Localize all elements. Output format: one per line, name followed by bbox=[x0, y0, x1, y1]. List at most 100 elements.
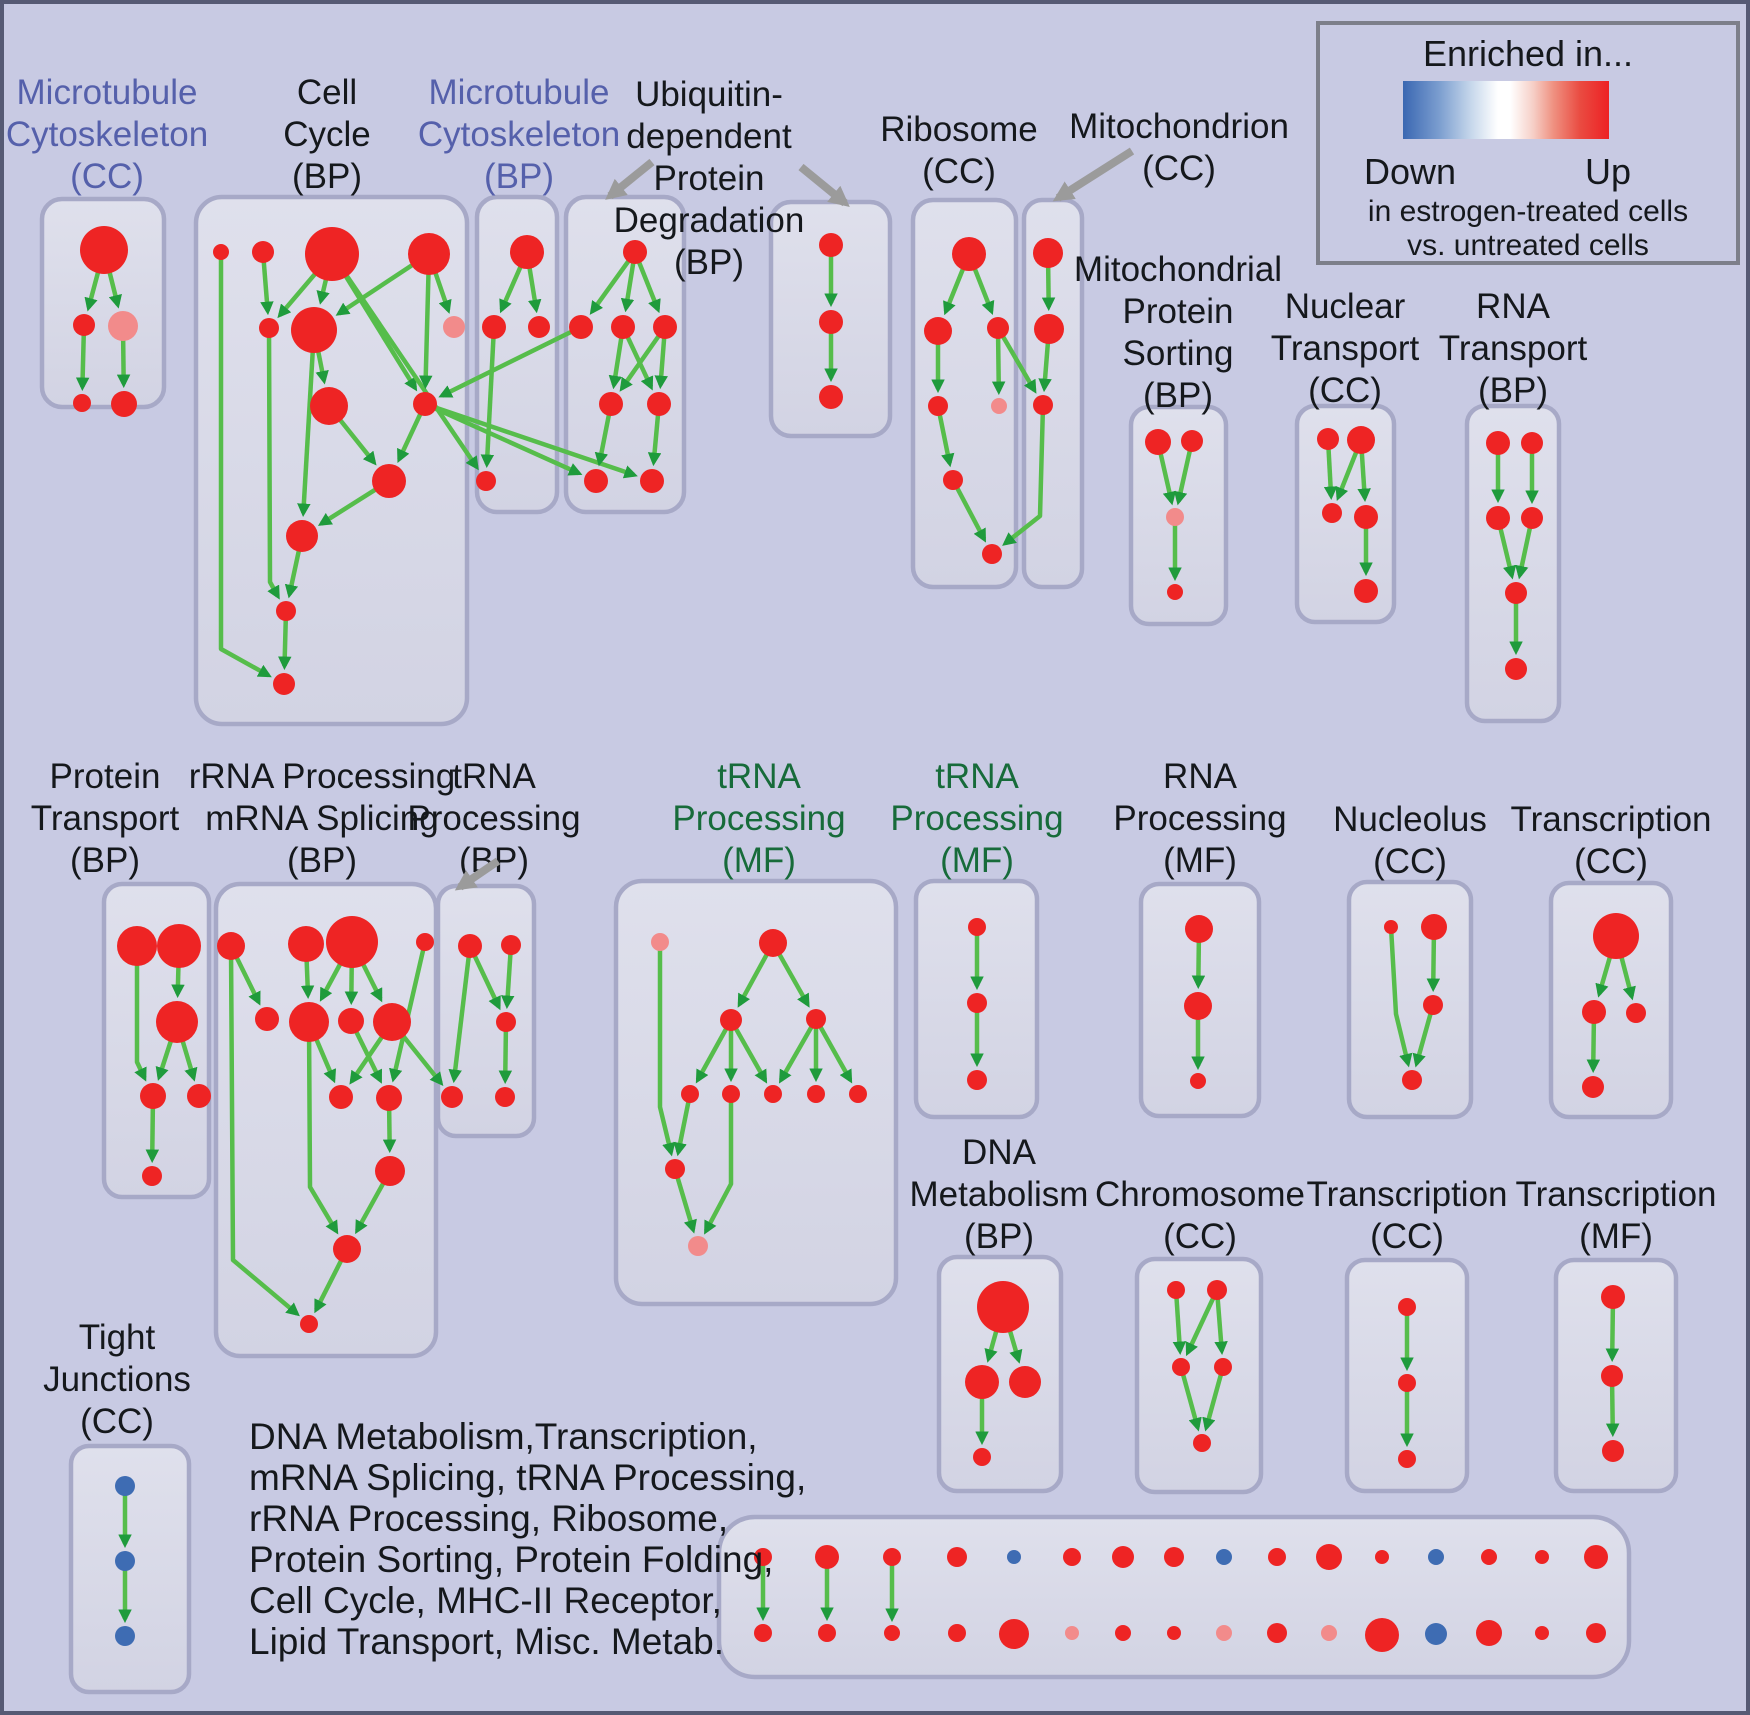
label-rna-transport-bp: RNA Transport (BP) bbox=[1439, 287, 1588, 410]
node-x2-red bbox=[759, 929, 787, 957]
network-diagram: Microtubule Cytoskeleton (CC) Cell Cycle (BP)… bbox=[6, 73, 1717, 1695]
callout-arrow-2 bbox=[798, 163, 850, 207]
chromosome-cc-box bbox=[1134, 1256, 1264, 1495]
edge-u4-u5 bbox=[619, 325, 667, 392]
rna-transport-bp-box bbox=[1464, 403, 1562, 724]
node-k5b-red bbox=[999, 1619, 1029, 1649]
node-tb1-red bbox=[458, 934, 482, 958]
node-q6-red bbox=[1505, 658, 1527, 680]
label-dna-metabolism-bp: DNA Metabolism (BP) bbox=[910, 1133, 1089, 1256]
node-k4t-red bbox=[947, 1547, 967, 1567]
node-mb4-red bbox=[476, 471, 496, 491]
node-k7b-red bbox=[1115, 1625, 1131, 1641]
label-microtubule-cytoskeleton-bp: Microtubule Cytoskeleton (BP) bbox=[418, 73, 620, 196]
node-t3-red bbox=[1322, 503, 1342, 523]
node-k11t-red bbox=[1316, 1544, 1342, 1570]
node-m2-red bbox=[1034, 314, 1064, 344]
node-dm2-red bbox=[965, 1365, 999, 1399]
node-n3-pink bbox=[108, 311, 138, 341]
node-c7-pink bbox=[443, 316, 465, 338]
label-nuclear-transport-cc: Nuclear Transport (CC) bbox=[1271, 287, 1420, 410]
label-ubiquitin-degradation-bp: Ubiquitin-dependent Protein Degradation (BP… bbox=[614, 75, 805, 282]
node-tf2-red bbox=[1601, 1365, 1623, 1387]
node-x5-red bbox=[681, 1085, 699, 1103]
node-b5c-red bbox=[819, 385, 843, 409]
node-n5-red bbox=[111, 391, 137, 417]
edge-x4-x9 bbox=[814, 1017, 853, 1084]
misc-groups-box bbox=[716, 1514, 1632, 1680]
label-chromosome-cc: Chromosome (CC) bbox=[1095, 1175, 1305, 1256]
node-c5-red bbox=[259, 318, 279, 338]
edge-v1-v4 bbox=[134, 946, 147, 1082]
node-c12-red bbox=[276, 601, 296, 621]
caption-line: Lipid Transport, Misc. Metab. bbox=[249, 1621, 725, 1662]
node-r5-pink bbox=[991, 398, 1007, 414]
node-k13t-blue bbox=[1428, 1549, 1444, 1565]
node-w11-red bbox=[375, 1156, 405, 1186]
node-w10-red bbox=[376, 1085, 402, 1111]
label-cell-cycle-bp: Cell Cycle (BP) bbox=[283, 73, 371, 196]
node-r4-red bbox=[928, 396, 948, 416]
node-x1-pink bbox=[651, 933, 669, 951]
node-k2b-red bbox=[818, 1624, 836, 1642]
nucleolus-cc-box bbox=[1346, 879, 1474, 1120]
node-c11-red bbox=[286, 520, 318, 552]
node-v2-red bbox=[157, 924, 201, 968]
node-m3-red bbox=[1033, 395, 1053, 415]
edge-x3-x5 bbox=[695, 1018, 733, 1084]
misc-groups-caption: DNA Metabolism,Transcription, mRNA Splic… bbox=[249, 1416, 806, 1662]
edge-x3-x7 bbox=[729, 1018, 768, 1084]
node-z3-red bbox=[1190, 1073, 1206, 1089]
node-r6-red bbox=[943, 470, 963, 490]
node-u6-red bbox=[647, 392, 671, 416]
node-k4b-red bbox=[948, 1624, 966, 1642]
callout-arrow-3 bbox=[1052, 147, 1135, 202]
node-u4-red bbox=[653, 315, 677, 339]
label-transcription-cc-2: Transcription (CC) bbox=[1307, 1175, 1508, 1256]
node-b5b-red bbox=[819, 310, 843, 334]
node-z2-red bbox=[1184, 992, 1212, 1020]
edge-ch1-ch3 bbox=[1172, 1289, 1187, 1356]
node-t4-red bbox=[1354, 505, 1378, 529]
node-k2t-red bbox=[815, 1545, 839, 1569]
edge-w6-w12 bbox=[306, 1021, 339, 1235]
node-tc2a-red bbox=[1398, 1298, 1416, 1316]
node-w5-red bbox=[255, 1007, 279, 1031]
node-c6-red bbox=[291, 307, 337, 353]
node-mb1-red bbox=[510, 235, 544, 269]
node-w2-red bbox=[288, 926, 324, 962]
node-r2-red bbox=[924, 317, 952, 345]
legend-up-label: Up bbox=[1584, 151, 1632, 192]
node-tj3-blue bbox=[115, 1626, 135, 1646]
node-c10-red bbox=[372, 464, 406, 498]
node-y2-red bbox=[967, 993, 987, 1013]
node-tc2c-red bbox=[1398, 1450, 1416, 1468]
node-tb2-red bbox=[501, 935, 521, 955]
node-v4-red bbox=[140, 1083, 166, 1109]
node-k9t-blue bbox=[1216, 1549, 1232, 1565]
dna-metabolism-bp-box bbox=[936, 1254, 1064, 1494]
node-w6-red bbox=[289, 1002, 329, 1042]
node-q2-red bbox=[1521, 432, 1543, 454]
node-r7-red bbox=[982, 544, 1002, 564]
node-c4-red bbox=[408, 233, 450, 275]
edge-x5-x10 bbox=[673, 1093, 693, 1157]
node-k1t-red bbox=[754, 1548, 772, 1566]
node-k7t-red bbox=[1112, 1546, 1134, 1568]
edge-c5-c12 bbox=[266, 327, 280, 600]
edge-c3-mb4 bbox=[330, 252, 479, 471]
legend-gradient-bar bbox=[1403, 81, 1609, 139]
node-nu1-red bbox=[1384, 920, 1398, 934]
node-z1-red bbox=[1185, 915, 1213, 943]
edge-x4-x7 bbox=[778, 1017, 818, 1084]
node-w3-red bbox=[326, 916, 378, 968]
node-x9-red bbox=[849, 1085, 867, 1103]
node-tf3-red bbox=[1602, 1440, 1624, 1462]
node-q1-red bbox=[1486, 431, 1510, 455]
label-mitochondrion-cc: Mitochondrion (CC) bbox=[1069, 107, 1289, 188]
edge-c6-c11 bbox=[297, 329, 317, 518]
legend-subtitle-line2: vs. untreated cells bbox=[1407, 229, 1649, 262]
node-tc1d-red bbox=[1582, 1076, 1604, 1098]
label-nucleolus-cc: Nucleolus (CC) bbox=[1333, 800, 1487, 881]
node-k14t-red bbox=[1481, 1549, 1497, 1565]
